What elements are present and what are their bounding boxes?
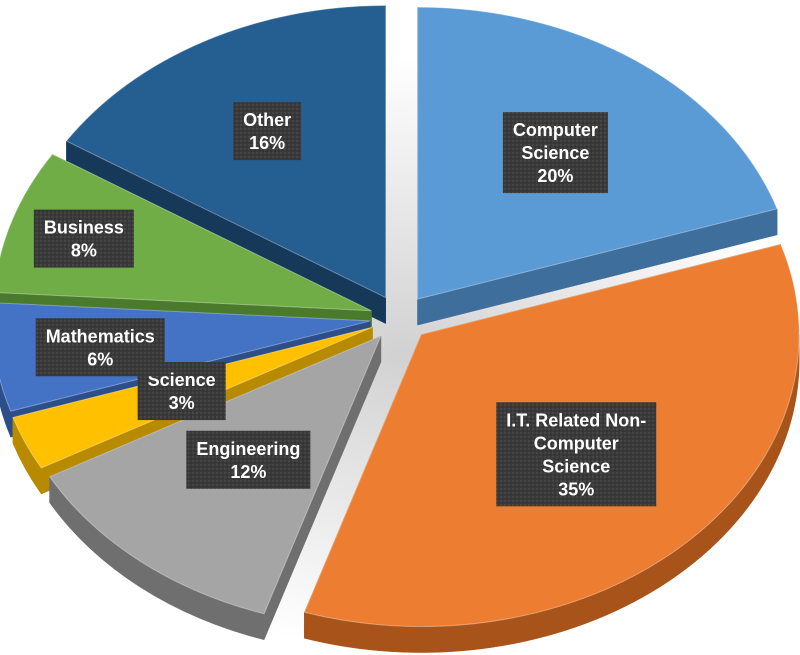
pie-slice-business (0, 153, 372, 312)
data-label-category: Computer (534, 433, 619, 453)
data-label-value: 6% (87, 349, 113, 369)
data-label-value: 8% (71, 241, 97, 261)
data-label-category: Business (44, 218, 124, 238)
data-label-computer-science: Computer Science 20% (502, 112, 608, 194)
data-label-box (496, 402, 657, 507)
data-label-category: Other (243, 110, 291, 130)
data-label-mathematics: Mathematics 6% (35, 318, 165, 377)
data-label-box (35, 318, 165, 377)
data-label-category: Science (542, 456, 610, 476)
data-label-value: 3% (169, 393, 195, 413)
data-label-category: Science (521, 143, 589, 163)
data-label-box (186, 430, 311, 489)
data-label-category: Computer (513, 120, 598, 140)
data-label-category: Engineering (196, 439, 300, 459)
data-label-value: 20% (537, 166, 573, 186)
data-label-value: 16% (249, 133, 285, 153)
data-label-value: 12% (230, 462, 266, 482)
data-label-box (502, 112, 608, 194)
data-label-box (233, 102, 302, 161)
pie-data-labels: Computer Science 20% I.T. Related Non- Compu… (33, 102, 657, 507)
data-label-value: 35% (558, 479, 594, 499)
pie-slice-other (65, 4, 387, 299)
data-label-other: Other 16% (233, 102, 302, 161)
data-label-box (33, 209, 134, 268)
data-label-business: Business 8% (33, 209, 134, 268)
data-label-engineering: Engineering 12% (186, 430, 311, 489)
data-label-category: I.T. Related Non- (506, 410, 646, 430)
data-label-i-t-related-non-computer-science: I.T. Related Non- Computer Science 35% (496, 402, 657, 507)
data-label-category: Mathematics (46, 326, 155, 346)
